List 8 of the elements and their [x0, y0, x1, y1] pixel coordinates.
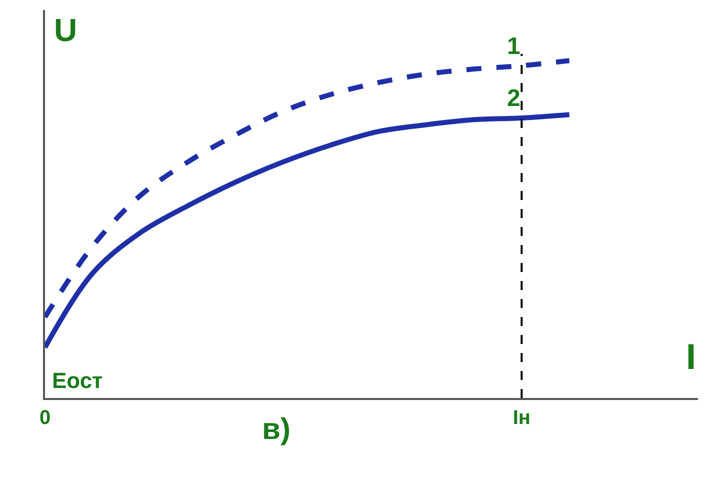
y-axis-title: U [54, 12, 78, 48]
x-axis-title: I [686, 336, 696, 377]
x-tick-label: 0 [39, 407, 51, 429]
series-label: 1 [507, 33, 520, 60]
series-label: 2 [507, 85, 520, 112]
annotation: Eост [52, 368, 104, 393]
x-tick-label: Iн [512, 407, 530, 429]
text: в) [262, 413, 290, 446]
